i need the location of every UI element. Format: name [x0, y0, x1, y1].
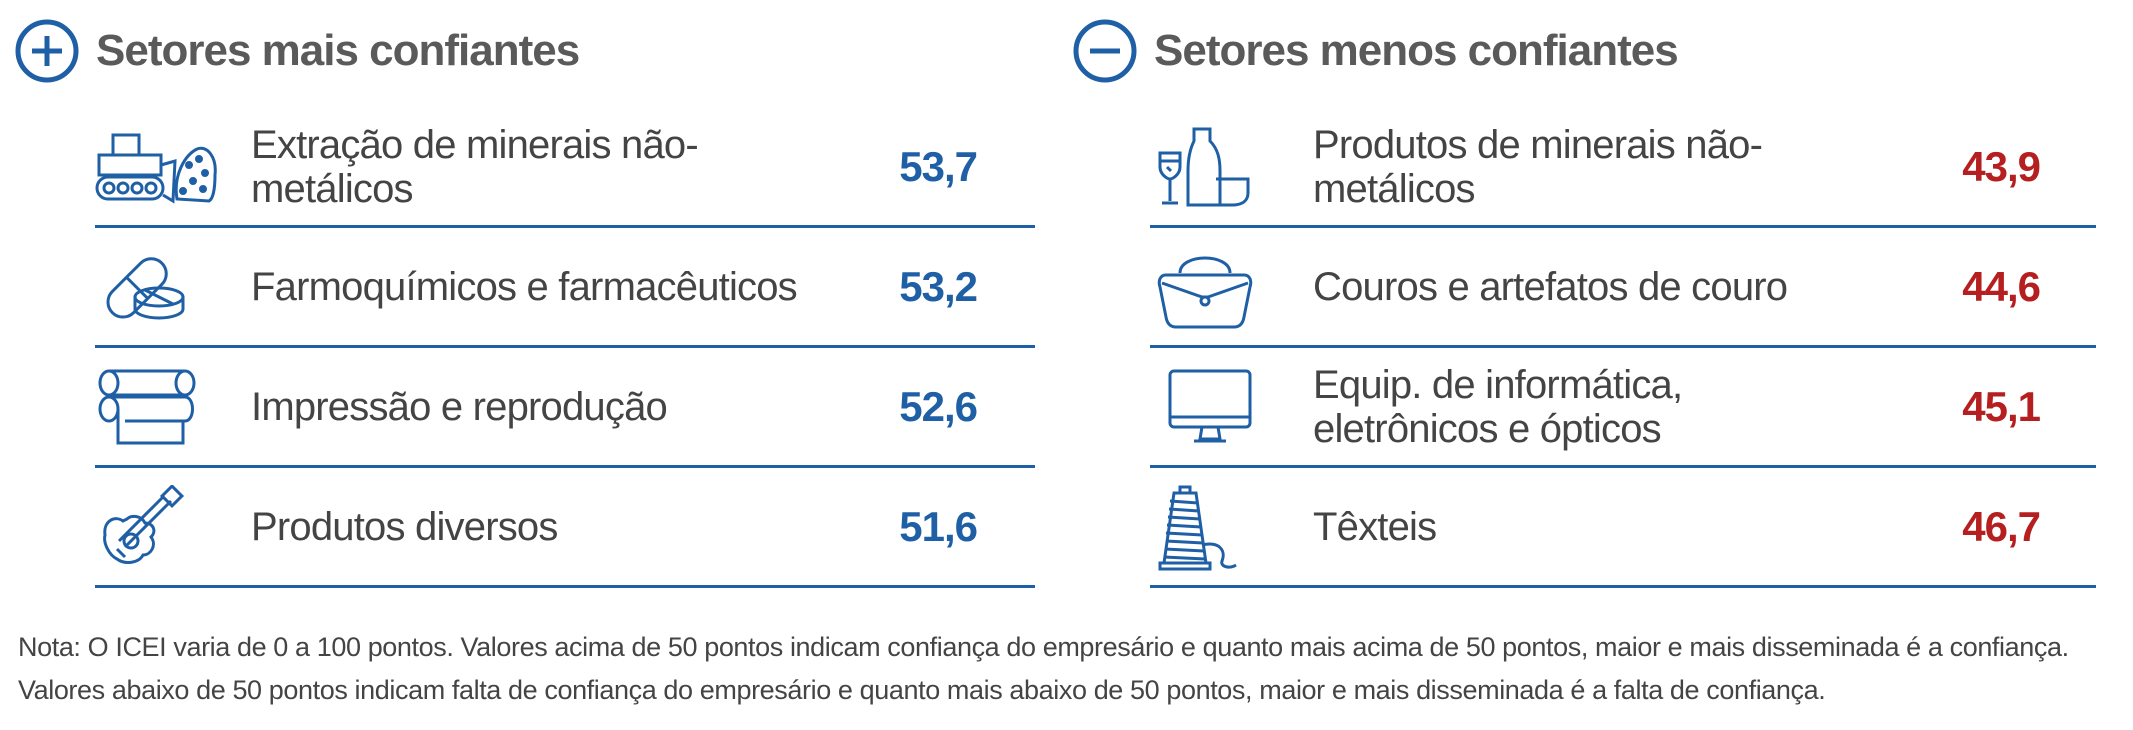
sector-row: Equip. de informática, eletrônicos e ópt… — [1150, 348, 2096, 468]
thread-spool-icon — [1150, 485, 1260, 571]
sector-value: 51,6 — [899, 502, 978, 550]
sector-value: 46,7 — [1962, 502, 2041, 550]
glassware-icon — [1150, 125, 1260, 211]
sector-label: Produtos de minerais não-metálicos — [1313, 122, 1763, 211]
sector-label: Têxteis — [1313, 504, 1437, 549]
minus-circle-icon — [1072, 18, 1138, 84]
least-confident-title: Setores menos confiantes — [1154, 26, 1679, 75]
guitar-icon — [95, 485, 217, 571]
handbag-icon — [1150, 245, 1260, 331]
sector-label: Produtos diversos — [251, 504, 558, 549]
sector-value: 45,1 — [1962, 382, 2041, 430]
monitor-icon — [1150, 365, 1260, 451]
sector-row: Impressão e reprodução 52,6 — [95, 348, 1035, 468]
sector-label: Couros e artefatos de couro — [1313, 264, 1788, 309]
footnote: Nota: O ICEI varia de 0 a 100 pontos. Va… — [18, 626, 2069, 712]
most-confident-header: Setores mais confiantes — [14, 18, 580, 84]
footnote-line: Nota: O ICEI varia de 0 a 100 pontos. Va… — [18, 632, 2069, 662]
bulldozer-rocks-icon — [95, 125, 217, 211]
plus-circle-icon — [14, 18, 80, 84]
least-confident-list: Produtos de minerais não-metálicos 43,9 … — [1150, 108, 2096, 588]
sector-label: Equip. de informática, eletrônicos e ópt… — [1313, 362, 1683, 451]
least-confident-header: Setores menos confiantes — [1072, 18, 1679, 84]
sector-row: Farmoquímicos e farmacêuticos 53,2 — [95, 228, 1035, 348]
pills-icon — [95, 245, 217, 331]
most-confident-title: Setores mais confiantes — [96, 26, 580, 75]
sector-value: 43,9 — [1962, 142, 2041, 190]
sector-label: Extração de minerais não-metálicos — [251, 122, 699, 211]
most-confident-list: Extração de minerais não-metálicos 53,7 … — [95, 108, 1035, 588]
paper-roll-icon — [95, 365, 217, 451]
sector-value: 52,6 — [899, 382, 978, 430]
sector-label: Farmoquímicos e farmacêuticos — [251, 264, 798, 309]
sector-value: 53,2 — [899, 262, 978, 310]
sector-value: 44,6 — [1962, 262, 2041, 310]
sector-row: Couros e artefatos de couro 44,6 — [1150, 228, 2096, 348]
sector-row: Produtos diversos 51,6 — [95, 468, 1035, 588]
sector-row: Produtos de minerais não-metálicos 43,9 — [1150, 108, 2096, 228]
sector-label: Impressão e reprodução — [251, 384, 668, 429]
footnote-line: Valores abaixo de 50 pontos indicam falt… — [18, 675, 1826, 705]
sector-value: 53,7 — [899, 142, 978, 190]
sector-row: Têxteis 46,7 — [1150, 468, 2096, 588]
sector-row: Extração de minerais não-metálicos 53,7 — [95, 108, 1035, 228]
